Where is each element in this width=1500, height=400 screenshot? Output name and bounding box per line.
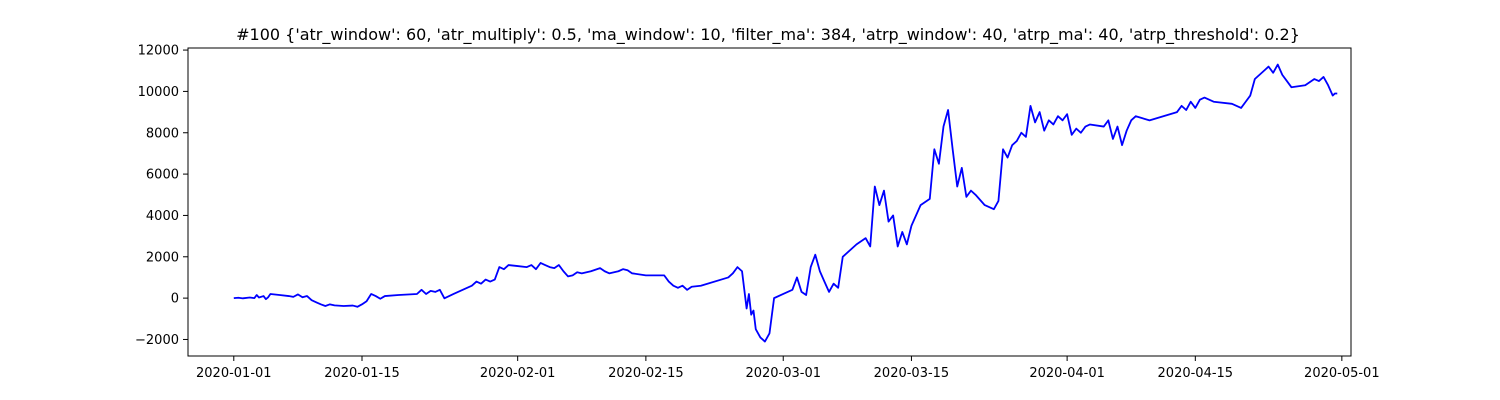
- chart-title: #100 {'atr_window': 60, 'atr_multiply': …: [236, 25, 1300, 45]
- y-tick-label: 12000: [138, 44, 179, 59]
- x-tick-label: 2020-05-01: [1304, 366, 1380, 381]
- x-tick-label: 2020-02-01: [480, 366, 556, 381]
- plot-area: [233, 63, 1338, 343]
- x-tick-label: 2020-03-01: [745, 366, 821, 381]
- x-tick-label: 2020-03-15: [874, 366, 950, 381]
- series-line-0: [233, 63, 1338, 343]
- x-axis: 2020-01-01 2020-01-15 2020-02-01 2020-02-15…: [196, 356, 1380, 381]
- y-tick-label: 0: [171, 292, 179, 307]
- y-tick-label: 2000: [146, 250, 179, 265]
- x-tick-label: 2020-01-15: [324, 366, 400, 381]
- y-tick-label: 8000: [146, 126, 179, 141]
- y-tick-label: 4000: [146, 209, 179, 224]
- x-tick-label: 2020-04-15: [1158, 366, 1234, 381]
- y-tick-label: −2000: [135, 333, 179, 348]
- x-tick-label: 2020-04-01: [1029, 366, 1105, 381]
- x-tick-label: 2020-01-01: [196, 366, 272, 381]
- y-tick-label: 6000: [146, 168, 179, 183]
- y-axis: −2000 0 2000 4000 6000 8000 10000 12000: [135, 44, 188, 348]
- plot-frame: [187, 47, 1352, 357]
- x-tick-label: 2020-02-15: [608, 366, 684, 381]
- y-tick-label: 10000: [138, 85, 179, 100]
